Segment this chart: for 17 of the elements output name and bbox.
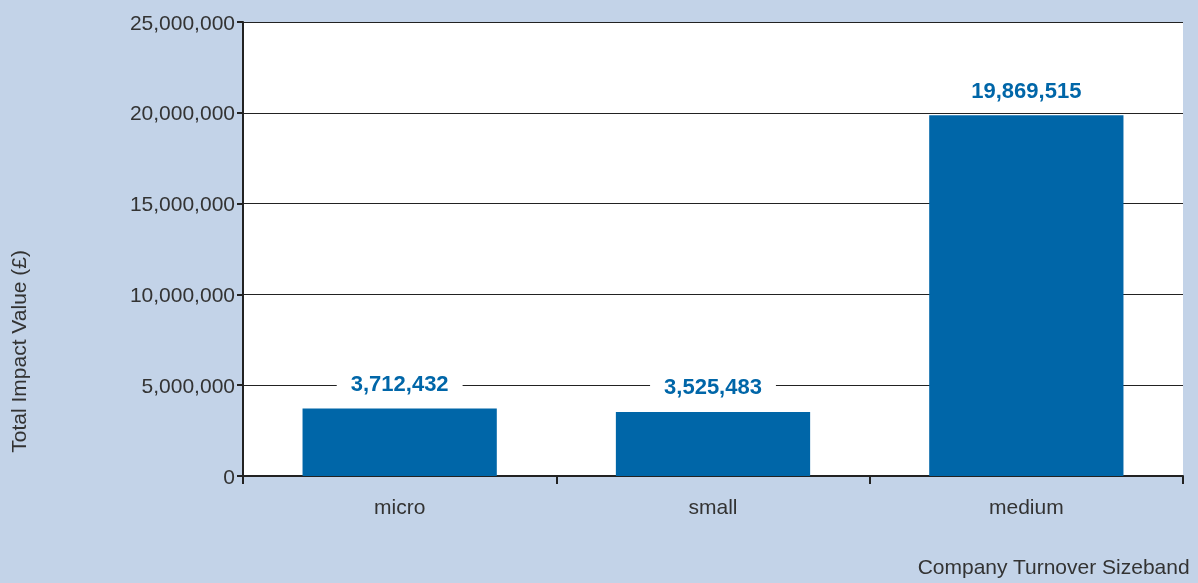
y-tick-label: 5,000,000: [141, 373, 235, 397]
x-tick-label: medium: [988, 495, 1064, 518]
y-tick-label: 20,000,000: [129, 101, 235, 125]
y-axis-title: Total Impact Value (£): [7, 250, 30, 453]
x-axis-title: Company Turnover Sizeband: [917, 555, 1190, 578]
y-tick-label: 25,000,000: [129, 10, 235, 34]
bar: [929, 115, 1124, 476]
data-label: 19,869,515: [971, 77, 1082, 103]
bar: [302, 408, 497, 476]
y-tick-label: 0: [223, 464, 235, 488]
y-tick-label: 10,000,000: [129, 282, 235, 306]
x-tick-label: micro: [373, 495, 426, 518]
bar: [615, 411, 811, 476]
x-tick-label: small: [688, 495, 738, 518]
y-tick-label: 15,000,000: [129, 192, 235, 216]
data-label: 3,525,483: [664, 374, 762, 400]
data-label: 3,712,432: [350, 371, 449, 397]
